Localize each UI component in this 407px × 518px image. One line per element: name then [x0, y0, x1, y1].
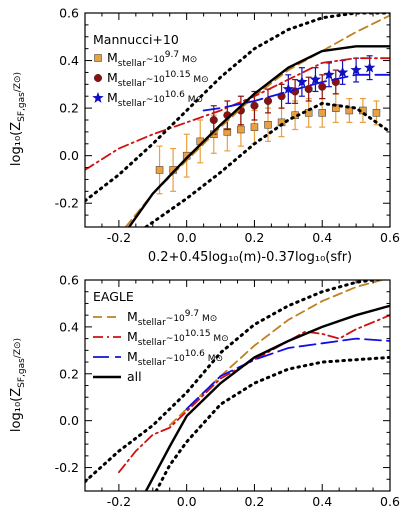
legend: EAGLE Mstellar~109.7 M⊙Mstellar~1010.15 M…: [93, 289, 229, 384]
data-point: [336, 66, 349, 78]
y-tick-label: -0.2: [55, 196, 79, 211]
legend-label: Mstellar~1010.15 M⊙: [127, 329, 229, 348]
y-axis-label: log₁₀(ZSF,gas/Z⊙): [9, 72, 27, 166]
legend-entry: Mstellar~1010.6 M⊙: [93, 349, 223, 368]
data-point: [350, 64, 362, 75]
data-point: [309, 73, 322, 85]
data-point: [372, 109, 381, 117]
y-tick-label: 0.2: [59, 101, 79, 116]
legend-label: Mstellar~1010.6 M⊙: [127, 349, 223, 368]
series-line: [185, 337, 390, 410]
plot-area: [85, 280, 390, 491]
data-point: [263, 96, 273, 106]
series-line: [154, 355, 390, 491]
x-tick-label: -0.2: [107, 230, 131, 245]
legend-label: Mstellar~1010.15 M⊙: [107, 70, 209, 89]
x-tick-label: 0.2: [244, 230, 264, 245]
data-point: [364, 61, 376, 73]
data-point: [296, 76, 308, 87]
legend-label: all: [127, 369, 142, 384]
y-tick-label: 0.0: [59, 148, 79, 163]
x-tick-label: 0.0: [177, 494, 197, 509]
series-line: [85, 280, 385, 484]
legend-entry: Mstellar~109.7 M⊙: [93, 309, 217, 328]
legend-entry: Mstellar~109.7 M⊙: [94, 50, 197, 69]
x-tick-label: 0.4: [312, 494, 332, 509]
x-tick-label: 0.2: [244, 494, 264, 509]
legend-title: EAGLE: [93, 289, 134, 304]
legend-marker: [93, 73, 103, 83]
series-line: [144, 101, 390, 227]
data-point: [250, 123, 259, 131]
data-point: [323, 68, 335, 80]
data-point: [304, 85, 313, 94]
legend-marker: [92, 92, 104, 103]
legend-marker: [94, 54, 102, 62]
y-tick-label: -0.2: [55, 460, 79, 475]
series-line: [118, 314, 390, 474]
data-point: [237, 125, 245, 134]
x-axis-label: 0.2+0.45log₁₀(m)-0.37log₁₀(sfr): [148, 250, 352, 265]
legend-label: Mstellar~109.7 M⊙: [127, 309, 217, 328]
legend-label: Mstellar~1010.6 M⊙: [107, 90, 203, 109]
y-tick-label: 0.4: [59, 319, 79, 334]
data-point: [250, 101, 259, 110]
legend-label: Mstellar~109.7 M⊙: [107, 50, 197, 69]
data-point: [282, 83, 294, 94]
data-point: [155, 166, 164, 174]
y-tick-label: 0.4: [59, 53, 79, 68]
legend-entry: Mstellar~1010.6 M⊙: [92, 90, 203, 109]
bottom-panel: -0.20.00.20.40.6-0.20.00.20.40.6-0.57 lo…: [9, 273, 400, 510]
series-line: [202, 73, 390, 112]
x-tick-label: 0.6: [380, 494, 400, 509]
y-tick-label: 0.0: [59, 413, 79, 428]
data-point: [318, 82, 327, 91]
y-axis-group: log₁₀(ZSF,gas/Z⊙): [9, 338, 27, 432]
data-point: [264, 121, 272, 129]
legend-entry: Mstellar~1010.15 M⊙: [93, 329, 229, 348]
top-panel: -0.2 0.0 0.2 0.4 0.6 -0.2 0.0 0.2 0.4 0.6 0.2+0.45…: [9, 6, 400, 266]
y-axis-group: log₁₀(ZSF,gas/Z⊙): [9, 72, 27, 166]
y-tick-label: 0.6: [59, 6, 79, 21]
x-tick-label: -0.2: [107, 494, 131, 509]
y-tick-label: 0.6: [59, 273, 79, 288]
x-tick-label: 0.0: [177, 230, 197, 245]
series-line: [127, 45, 390, 227]
data-point: [209, 115, 218, 125]
x-tick-label: 0.6: [380, 230, 400, 245]
legend-title: Mannucci+10: [93, 32, 179, 47]
y-axis-label: log₁₀(ZSF,gas/Z⊙): [9, 338, 27, 432]
series-line: [144, 304, 390, 491]
data-point: [318, 109, 326, 117]
legend-entry: Mstellar~1010.15 M⊙: [93, 70, 209, 89]
x-tick-label: 0.4: [312, 230, 332, 245]
legend-entry: all: [93, 369, 142, 384]
y-tick-label: 0.2: [59, 366, 79, 381]
series-line: [85, 57, 390, 171]
